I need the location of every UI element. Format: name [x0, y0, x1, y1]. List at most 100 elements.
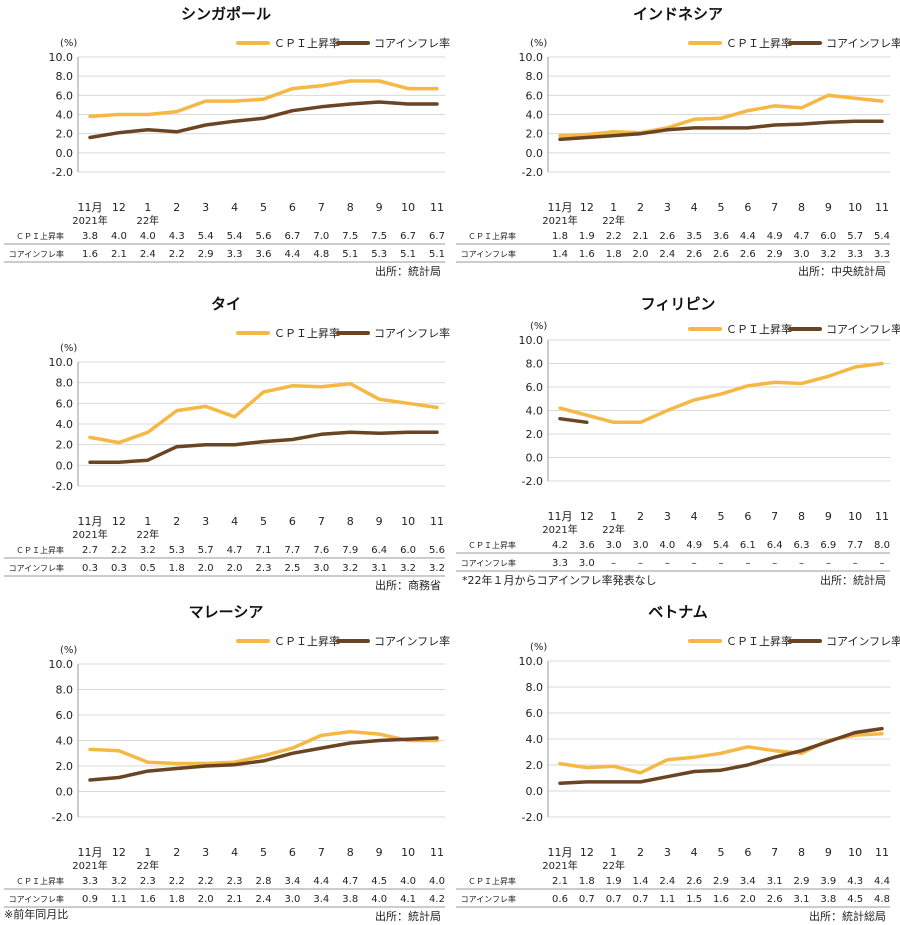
- y-tick-label: 0.0: [526, 147, 544, 160]
- table-cell-core: 1.6: [579, 249, 595, 260]
- x-tick-label: 12: [112, 515, 126, 528]
- table-cell-core: 3.3: [874, 249, 890, 260]
- table-cell-core: 3.0: [313, 563, 329, 574]
- table-cell-cpi: 8.0: [874, 540, 890, 551]
- table-cell-core: 1.1: [659, 894, 675, 905]
- x-tick-label: 7: [318, 846, 325, 859]
- table-cell-core: 3.3: [552, 558, 568, 569]
- table-cell-core: 2.4: [256, 894, 272, 905]
- x-tick-label: 8: [798, 846, 805, 859]
- table-cell-cpi: 2.6: [686, 876, 702, 887]
- table-cell-cpi: 3.5: [686, 231, 702, 242]
- x-tick-label: 12: [580, 510, 594, 523]
- x-tick-label: 10: [401, 846, 415, 859]
- table-cell-cpi: 6.3: [794, 540, 810, 551]
- x-tick-label: 1: [144, 846, 151, 859]
- table-cell-cpi: 2.1: [633, 231, 649, 242]
- y-tick-label: 4.0: [56, 109, 74, 122]
- legend-label-core: コアインフレ率: [374, 634, 450, 648]
- x-tick-label: 2: [173, 201, 180, 214]
- table-cell-core: 3.2: [342, 563, 358, 574]
- y-tick-label: 2.0: [56, 760, 74, 773]
- table-cell-core: –: [880, 558, 885, 569]
- y-tick-label: 4.0: [56, 418, 74, 431]
- table-cell-core: 1.1: [111, 894, 127, 905]
- x-tick-label: 11月: [78, 846, 103, 859]
- row-label-core: コアインフレ率: [9, 249, 64, 259]
- table-cell-core: 5.1: [342, 249, 358, 260]
- table-cell-core: 2.6: [767, 894, 783, 905]
- series-line-cpi: [558, 93, 884, 138]
- row-label-core: コアインフレ率: [461, 249, 516, 259]
- table-cell-cpi: 7.5: [342, 231, 358, 242]
- table-cell-cpi: 7.6: [313, 545, 329, 556]
- table-cell-cpi: 3.4: [284, 876, 300, 887]
- x-tick-label: 5: [260, 846, 267, 859]
- table-cell-core: 0.3: [111, 563, 127, 574]
- x-tick-label: 7: [318, 201, 325, 214]
- table-cell-cpi: 4.0: [400, 876, 416, 887]
- x-tick-label: 4: [231, 201, 238, 214]
- legend-label-core: コアインフレ率: [826, 36, 900, 50]
- x-tick-label: 10: [848, 846, 862, 859]
- year-label: 2021年: [72, 528, 107, 541]
- table-cell-core: –: [799, 558, 804, 569]
- y-tick-label: 10.0: [519, 334, 544, 347]
- x-tick-label: 11月: [548, 201, 573, 214]
- table-cell-cpi: 4.0: [659, 540, 675, 551]
- legend-label-cpi: ＣＰＩ上昇率: [726, 634, 792, 648]
- x-tick-label: 6: [744, 510, 751, 523]
- y-tick-label: 8.0: [56, 684, 74, 697]
- table-cell-cpi: 5.6: [256, 231, 272, 242]
- year-label: 2021年: [542, 859, 577, 872]
- table-cell-core: 3.0: [284, 894, 300, 905]
- x-tick-label: 4: [231, 846, 238, 859]
- table-cell-cpi: 4.7: [794, 231, 810, 242]
- row-label-cpi: ＣＰＩ上昇率: [468, 540, 516, 550]
- table-cell-core: 3.6: [256, 249, 272, 260]
- x-tick-label: 11: [875, 201, 889, 214]
- table-cell-cpi: 4.7: [227, 545, 243, 556]
- table-cell-core: 2.0: [227, 563, 243, 574]
- table-cell-core: –: [611, 558, 616, 569]
- table-cell-cpi: 5.7: [198, 545, 214, 556]
- x-tick-label: 9: [376, 201, 383, 214]
- table-cell-core: –: [638, 558, 643, 569]
- row-label-cpi: ＣＰＩ上昇率: [16, 231, 64, 241]
- x-tick-label: 11: [875, 846, 889, 859]
- table-cell-core: 4.5: [847, 894, 863, 905]
- year-label: 22年: [602, 523, 625, 536]
- table-cell-core: 3.2: [429, 563, 445, 574]
- table-cell-core: 5.1: [400, 249, 416, 260]
- legend-label-cpi: ＣＰＩ上昇率: [726, 322, 792, 336]
- table-cell-core: 0.3: [82, 563, 98, 574]
- x-tick-label: 2: [637, 201, 644, 214]
- table-cell-cpi: 4.4: [313, 876, 329, 887]
- table-cell-cpi: 1.8: [552, 231, 568, 242]
- x-tick-label: 10: [848, 510, 862, 523]
- table-cell-core: 3.4: [313, 894, 329, 905]
- chart-title: タイ: [211, 295, 241, 313]
- x-tick-label: 2: [637, 510, 644, 523]
- table-cell-cpi: 2.2: [198, 876, 214, 887]
- x-tick-label: 5: [718, 510, 725, 523]
- table-cell-cpi: 5.4: [198, 231, 214, 242]
- table-cell-cpi: 2.8: [256, 876, 272, 887]
- table-cell-cpi: 4.9: [686, 540, 702, 551]
- x-tick-label: 7: [771, 510, 778, 523]
- x-tick-label: 2: [637, 846, 644, 859]
- legend-label-core: コアインフレ率: [826, 634, 900, 648]
- table-cell-core: 2.0: [633, 249, 649, 260]
- table-cell-core: –: [853, 558, 858, 569]
- table-cell-core: 1.6: [82, 249, 98, 260]
- x-tick-label: 11: [430, 201, 444, 214]
- x-tick-label: 6: [289, 201, 296, 214]
- year-label: 2021年: [72, 214, 107, 227]
- x-tick-label: 11: [430, 846, 444, 859]
- x-tick-label: 6: [289, 846, 296, 859]
- y-tick-label: 0.0: [526, 785, 544, 798]
- table-cell-cpi: 3.9: [820, 876, 836, 887]
- x-tick-label: 2: [173, 846, 180, 859]
